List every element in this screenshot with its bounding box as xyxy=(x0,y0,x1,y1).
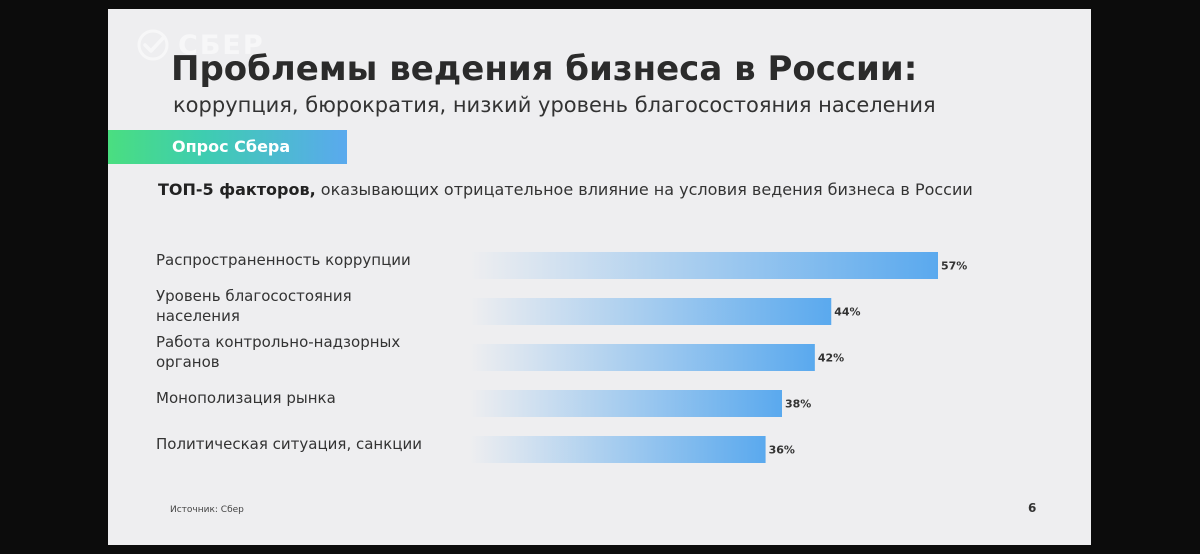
slide-subtitle: коррупция, бюрократия, низкий уровень бл… xyxy=(173,93,936,117)
bar-2 xyxy=(470,298,832,325)
category-label-line: Распространенность коррупции xyxy=(156,250,411,269)
bar-value-label-2: 44% xyxy=(834,306,860,319)
category-label-line: Уровень благосостояния xyxy=(156,286,352,305)
category-label-4: Монополизация рынка xyxy=(156,388,456,408)
slide-title: Проблемы ведения бизнеса в России: xyxy=(171,49,918,89)
bar-value-label-1: 57% xyxy=(941,260,967,273)
category-label-line: населения xyxy=(156,306,240,325)
bar-1 xyxy=(470,252,938,279)
chart-heading-rest: оказывающих отрицательное влияние на усл… xyxy=(315,180,973,199)
sber-logo-icon xyxy=(137,29,169,61)
chart-heading-bold: ТОП-5 факторов, xyxy=(158,180,316,199)
source-note: Источник: Сбер xyxy=(170,505,244,515)
bar-5 xyxy=(470,436,766,463)
bar-chart: 57% 44% 42% 38% 36% xyxy=(470,252,967,463)
category-label-3: Работа контрольно-надзорных органов xyxy=(156,332,456,372)
chart-heading: ТОП-5 факторов, оказывающих отрицательно… xyxy=(158,180,973,199)
bar-value-label-4: 38% xyxy=(785,398,811,411)
category-label-line: Работа контрольно-надзорных xyxy=(156,332,401,351)
survey-badge-label: Опрос Сбера xyxy=(172,137,291,156)
page-number: 6 xyxy=(1028,501,1037,515)
category-label-2: Уровень благосостояния населения xyxy=(156,286,456,326)
sber-logo: СБЕР xyxy=(136,27,265,63)
bar-value-label-3: 42% xyxy=(818,352,844,365)
category-label-1: Распространенность коррупции xyxy=(156,250,456,270)
bar-value-label-5: 36% xyxy=(769,444,795,457)
category-label-line: Политическая ситуация, санкции xyxy=(156,434,422,453)
bar-4 xyxy=(470,390,782,417)
category-label-line: Монополизация рынка xyxy=(156,388,336,407)
slide: СБЕР Проблемы ведения бизнеса в России: … xyxy=(108,9,1091,545)
sber-logo-text: СБЕР xyxy=(178,29,265,61)
category-label-line: органов xyxy=(156,352,220,371)
category-label-5: Политическая ситуация, санкции xyxy=(156,434,456,454)
bar-3 xyxy=(470,344,815,371)
survey-badge: Опрос Сбера xyxy=(108,130,347,164)
